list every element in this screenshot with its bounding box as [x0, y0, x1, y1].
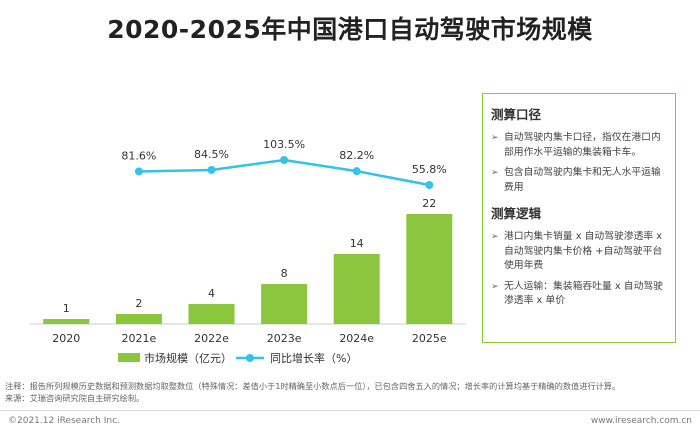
- panel-heading-logic: 测算逻辑: [491, 206, 542, 221]
- growth-point-2023e: [280, 156, 289, 164]
- arrow-bullet-icon: ➢: [491, 281, 499, 292]
- growth-label-2021e: 81.6%: [121, 149, 156, 162]
- bar-2024e: [333, 254, 380, 324]
- x-tick-2024e: 2024e: [339, 332, 374, 345]
- x-tick-2021e: 2021e: [122, 332, 157, 345]
- chart: 1 2020 2 2021e 4 2022e 8 2023e 14 2024e 22 2025e 81.…: [30, 138, 466, 365]
- arrow-bullet-icon: ➢: [491, 133, 499, 143]
- bar-label-2023e: 8: [281, 267, 288, 280]
- list-item: ➢ 无人运输：集装箱吞吐量 x 自动驾驶渗透率 x 单价: [491, 280, 667, 309]
- growth-point-2025e: [425, 181, 434, 189]
- footer-divider: [0, 410, 700, 411]
- bar-2020: [43, 319, 90, 324]
- copyright-text: ©2021.12 iResearch Inc.: [8, 416, 120, 426]
- note-line-2: 来源：艾瑞咨询研究院自主研究绘制。: [5, 393, 145, 403]
- bar-2021e: [115, 314, 162, 324]
- bar-2023e: [261, 284, 308, 324]
- bar-label-2025e: 22: [422, 197, 436, 210]
- bar-label-2020: 1: [63, 302, 70, 315]
- arrow-bullet-icon: ➢: [491, 232, 499, 242]
- x-tick-2025e: 2025e: [412, 332, 447, 345]
- bar-2025e: [406, 214, 453, 324]
- growth-label-2024e: 82.2%: [339, 149, 374, 162]
- growth-point-2022e: [207, 165, 216, 174]
- growth-label-2023e: 103.5%: [263, 138, 305, 151]
- bar-label-2024e: 14: [350, 237, 364, 250]
- legend-line-label: 同比增长率（%）: [270, 351, 357, 365]
- legend-line-marker: [246, 354, 254, 362]
- scope-item-1: 自动驾驶内集卡口径，指仅在港口内部用作水平运输的集装箱卡车。: [504, 132, 661, 158]
- growth-label-2025e: 55.8%: [412, 163, 447, 176]
- x-tick-2022e: 2022e: [194, 332, 229, 345]
- list-item: ➢ 自动驾驶内集卡口径，指仅在港口内部用作水平运输的集装箱卡车。: [491, 131, 667, 160]
- list-item: ➢ 港口内集卡销量 x 自动驾驶渗透率 x 自动驾驶内集卡价格 +自动驾驶平台使用…: [491, 230, 667, 274]
- growth-point-2021e: [134, 167, 143, 176]
- website-text: www.iresearch.com.cn: [590, 416, 692, 426]
- scope-item-2: 包含自动驾驶内集卡和无人水平运输费用: [504, 167, 661, 193]
- growth-label-2022e: 84.5%: [194, 148, 229, 161]
- x-tick-2020: 2020: [52, 332, 80, 345]
- growth-point-2024e: [352, 167, 361, 176]
- logic-item-2: 无人运输：集装箱吞吐量 x 自动驾驶渗透率 x 单价: [504, 280, 663, 307]
- logic-list: ➢ 港口内集卡销量 x 自动驾驶渗透率 x 自动驾驶内集卡价格 +自动驾驶平台使用…: [491, 230, 667, 309]
- list-item: ➢ 包含自动驾驶内集卡和无人水平运输费用: [491, 166, 667, 195]
- bar-label-2022e: 4: [208, 287, 215, 300]
- arrow-bullet-icon: ➢: [491, 168, 499, 178]
- notes: 注释：报告所列规模历史数据和预测数据均取整数位（特殊情况：差值小于1时精确至小数…: [5, 380, 697, 404]
- chart-title: 2020-2025年中国港口自动驾驶市场规模: [107, 15, 593, 44]
- scope-list: ➢ 自动驾驶内集卡口径，指仅在港口内部用作水平运输的集装箱卡车。 ➢ 包含自动驾驶内…: [491, 131, 667, 195]
- logic-item-1: 港口内集卡销量 x 自动驾驶渗透率 x 自动驾驶内集卡价格 +自动驾驶平台使用年…: [504, 231, 663, 271]
- note-line-1: 注释：报告所列规模历史数据和预测数据均取整数位（特殊情况：差值小于1时精确至小数…: [5, 381, 621, 391]
- x-tick-2023e: 2023e: [267, 332, 302, 345]
- legend-bar-label: 市场规模（亿元）: [144, 351, 232, 365]
- bar-2022e: [188, 304, 235, 324]
- legend-bar-swatch: [118, 353, 140, 362]
- panel-heading-scope: 测算口径: [491, 107, 542, 122]
- method-panel: 测算口径 ➢ 自动驾驶内集卡口径，指仅在港口内部用作水平运输的集装箱卡车。 ➢ 包含…: [482, 93, 676, 343]
- bar-label-2021e: 2: [135, 297, 142, 310]
